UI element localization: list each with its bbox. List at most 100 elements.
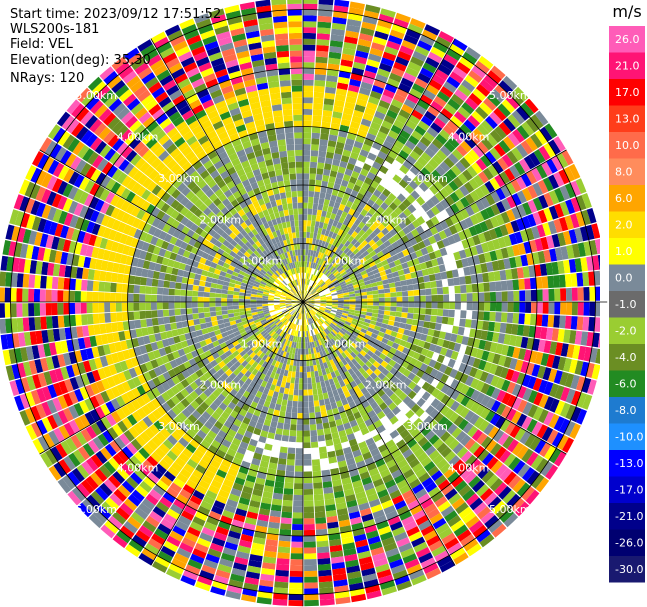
range-gate <box>326 409 334 417</box>
range-gate <box>460 395 471 407</box>
range-gate <box>295 348 299 355</box>
range-gate <box>322 222 328 230</box>
range-gate <box>291 302 298 304</box>
range-gate <box>106 261 114 272</box>
range-gate <box>516 413 528 427</box>
range-gate <box>244 307 251 312</box>
range-gate <box>428 251 437 260</box>
range-gate <box>232 327 239 333</box>
range-gate <box>305 291 308 297</box>
range-gate <box>321 240 326 248</box>
range-gate <box>389 311 397 317</box>
range-gate <box>399 510 412 521</box>
range-gate <box>342 312 349 317</box>
range-gate <box>369 428 380 438</box>
range-gate <box>379 531 394 541</box>
range-gate <box>194 378 203 387</box>
range-gate <box>376 251 384 258</box>
range-gate <box>516 190 527 204</box>
range-gate <box>316 33 330 41</box>
range-gate <box>352 318 359 323</box>
range-gate <box>360 446 370 455</box>
range-gate <box>304 559 317 566</box>
range-gate <box>518 313 525 325</box>
range-gate <box>295 318 299 325</box>
range-gate <box>583 287 590 301</box>
range-gate <box>207 342 215 350</box>
range-gate <box>431 287 438 295</box>
range-gate <box>587 379 597 395</box>
range-gate <box>350 255 358 262</box>
range-gate <box>425 302 432 309</box>
range-gate <box>447 235 456 245</box>
range-gate <box>287 370 292 378</box>
range-gate <box>454 310 461 318</box>
range-gate <box>307 255 311 262</box>
range-gate <box>490 89 505 103</box>
range-gate <box>327 325 334 331</box>
range-gate <box>354 226 362 234</box>
range-gate <box>252 328 259 334</box>
range-gate <box>527 199 538 213</box>
range-gate <box>180 575 197 586</box>
range-gate <box>22 273 30 288</box>
range-gate <box>393 259 402 266</box>
range-gate <box>303 360 307 367</box>
range-gate <box>402 160 413 170</box>
range-gate <box>122 417 133 430</box>
range-gate <box>185 443 197 454</box>
range-gate <box>335 285 342 290</box>
range-gate <box>438 363 448 374</box>
range-gate <box>150 294 157 302</box>
range-gate <box>384 232 393 240</box>
range-gate <box>379 341 387 349</box>
range-gate <box>315 334 320 341</box>
range-gate <box>494 226 503 238</box>
range-gate <box>484 302 491 311</box>
range-gate <box>508 233 518 246</box>
range-gate <box>303 465 312 472</box>
range-gate <box>45 234 55 249</box>
range-gate <box>278 458 287 465</box>
range-gate <box>316 364 322 371</box>
range-gate <box>279 343 284 351</box>
range-gate <box>445 195 455 206</box>
range-gate <box>428 359 437 368</box>
range-gate <box>364 457 375 466</box>
range-gate <box>442 237 451 247</box>
range-gate <box>320 297 327 300</box>
range-gate <box>318 144 328 152</box>
range-gate <box>300 313 302 320</box>
range-gate <box>307 318 311 325</box>
range-gate <box>521 374 532 387</box>
range-gate <box>335 94 346 102</box>
range-gate <box>308 185 315 192</box>
range-gate <box>431 258 439 267</box>
range-gate <box>313 294 319 298</box>
range-gate <box>251 311 258 316</box>
range-gate <box>274 433 282 441</box>
range-gate <box>528 152 541 167</box>
range-gate <box>355 272 362 278</box>
range-gate <box>583 302 590 316</box>
range-gate <box>422 238 431 247</box>
range-gate <box>512 129 525 143</box>
range-gate <box>505 323 513 335</box>
range-gate <box>424 110 437 122</box>
range-gate <box>103 366 112 378</box>
range-gate <box>314 302 321 304</box>
range-gate <box>173 498 186 510</box>
range-gate <box>543 396 555 411</box>
range-gate <box>123 498 138 512</box>
range-gate <box>454 293 461 302</box>
range-gate <box>183 463 195 474</box>
range-gate <box>358 441 368 450</box>
range-gate <box>144 427 156 439</box>
range-gate <box>335 596 351 605</box>
range-gate <box>218 402 228 411</box>
range-gate <box>237 273 245 279</box>
range-gate <box>508 475 522 489</box>
range-gate <box>255 333 263 339</box>
range-gate <box>442 172 453 184</box>
range-gate <box>182 250 191 258</box>
